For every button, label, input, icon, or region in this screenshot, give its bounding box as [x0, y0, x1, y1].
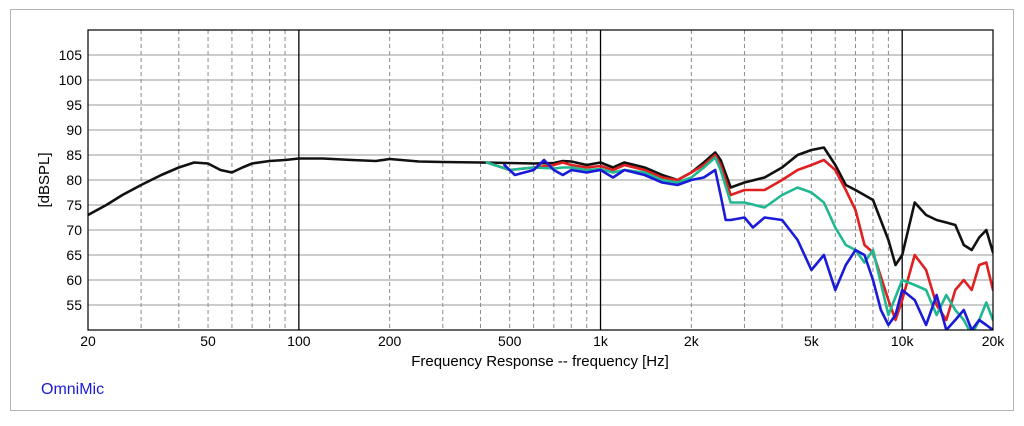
y-axis-label: [dBSPL] [36, 152, 53, 207]
y-tick-label: 55 [66, 297, 82, 313]
x-tick-label: 10k [891, 333, 915, 349]
y-tick-label: 60 [66, 272, 82, 288]
y-tick-label: 95 [66, 97, 82, 113]
x-tick-label: 100 [287, 333, 311, 349]
x-tick-label: 500 [498, 333, 522, 349]
x-tick-label: 1k [593, 333, 609, 349]
x-tick-label: 50 [200, 333, 216, 349]
x-tick-label: 200 [378, 333, 402, 349]
y-tick-label: 65 [66, 247, 82, 263]
brand-label: OmniMic [41, 381, 105, 398]
x-tick-label: 2k [684, 333, 700, 349]
y-tick-label: 90 [66, 122, 82, 138]
series-line-4 [503, 158, 993, 330]
x-tick-label: 20 [80, 333, 96, 349]
y-tick-label: 85 [66, 147, 82, 163]
y-tick-label: 100 [59, 72, 83, 88]
y-tick-label: 80 [66, 172, 82, 188]
x-axis-label: Frequency Response -- frequency [Hz] [411, 353, 669, 370]
y-tick-labels: 55 60 65 70 75 80 85 90 95 100 105 [59, 47, 83, 313]
plot-border [87, 29, 994, 331]
y-tick-label: 105 [59, 47, 83, 63]
x-tick-label: 5k [804, 333, 820, 349]
series-line-1 [88, 146, 993, 267]
x-tick-labels: 20 50 100 200 500 1k 2k 5k 10k 20k [80, 333, 1005, 349]
x-tick-label: 20k [982, 333, 1006, 349]
y-tick-label: 75 [66, 197, 82, 213]
y-tick-label: 70 [66, 222, 82, 238]
series-line-2 [485, 153, 993, 322]
series-layer [88, 146, 993, 330]
